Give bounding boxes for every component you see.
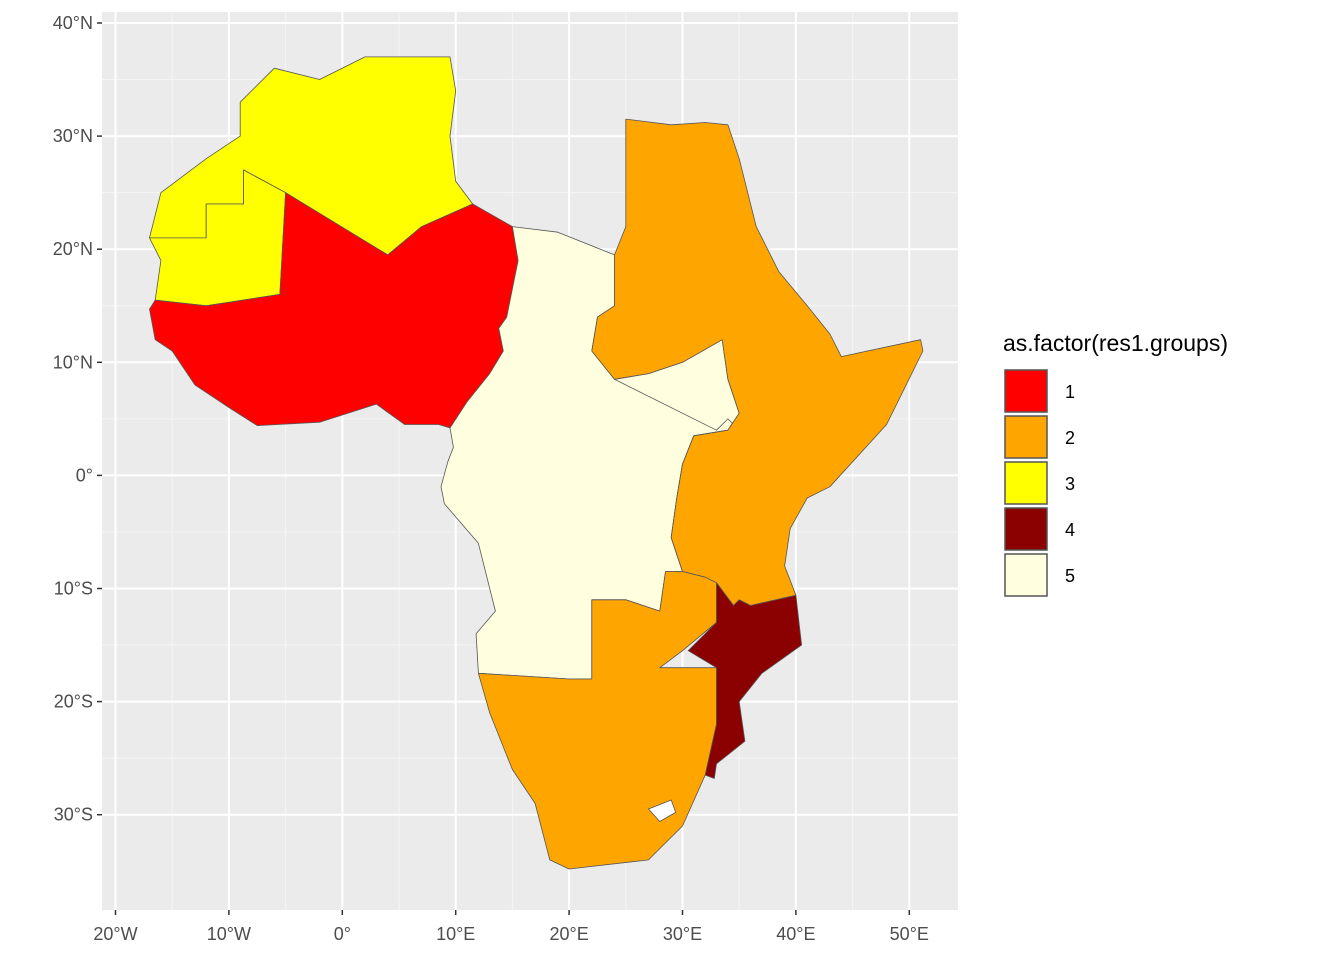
x-tick-label: 50°E: [890, 924, 929, 944]
legend-label-1: 1: [1065, 382, 1075, 402]
legend-key-5: [1004, 553, 1048, 597]
region-malawi-mozambique: [687, 582, 802, 779]
legend-label-5: 5: [1065, 566, 1075, 586]
y-tick-label: 40°N: [53, 13, 93, 33]
legend-key-3: [1004, 461, 1048, 505]
legend-items: 1 2 3 4 5: [1004, 369, 1075, 597]
x-tick-label: 20°W: [93, 924, 137, 944]
legend-label-2: 2: [1065, 428, 1075, 448]
y-tick-label: 20°S: [54, 692, 93, 712]
legend-key-4: [1004, 507, 1048, 551]
y-tick-label: 30°N: [53, 126, 93, 146]
y-tick-label: 0°: [76, 465, 93, 485]
legend: as.factor(res1.groups) 1 2 3 4 5: [1003, 330, 1228, 597]
x-tick-label: 10°W: [207, 924, 251, 944]
region-enclave: [647, 799, 677, 823]
legend-label-3: 3: [1065, 474, 1075, 494]
legend-key-1: [1004, 369, 1048, 413]
x-tick-label: 30°E: [663, 924, 702, 944]
legend-key-2: [1004, 415, 1048, 459]
legend-title: as.factor(res1.groups): [1003, 330, 1228, 356]
x-tick-label: 0°: [334, 924, 351, 944]
x-tick-label: 20°E: [549, 924, 588, 944]
y-tick-label: 20°N: [53, 239, 93, 259]
x-tick-label: 40°E: [776, 924, 815, 944]
map-regions: [149, 56, 924, 870]
x-tick-label: 10°E: [436, 924, 475, 944]
y-tick-label: 10°S: [54, 579, 93, 599]
legend-label-4: 4: [1065, 520, 1075, 540]
y-tick-label: 30°S: [54, 805, 93, 825]
axes: 20°W 10°W 0° 10°E 20°E 30°E 40°E 50°E 40°N 30°N 20…: [53, 13, 929, 944]
y-tick-label: 10°N: [53, 352, 93, 372]
